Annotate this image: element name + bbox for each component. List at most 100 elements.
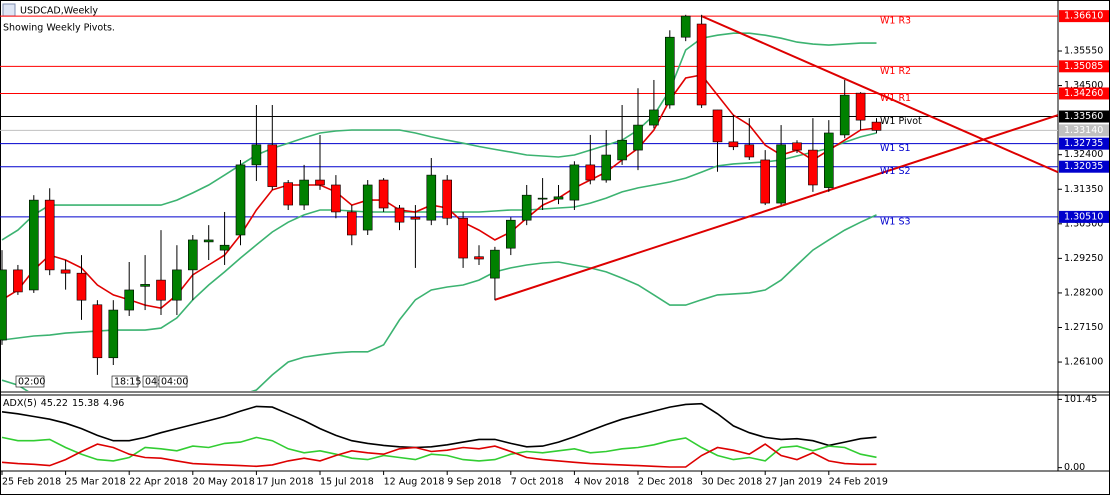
candle-body [712, 109, 723, 143]
pivot-name: W1 R3 [880, 16, 911, 27]
x-tick-label: 22 Apr 2018 [129, 477, 188, 488]
pivot-label: 1.32035 [1064, 161, 1103, 172]
candle-body [140, 284, 150, 287]
candle-body [92, 304, 103, 359]
trend-line [701, 15, 1058, 174]
candle-body [362, 184, 373, 231]
candle-body [744, 144, 755, 158]
time-label-box [158, 375, 188, 388]
pivot-name: W1 S3 [880, 216, 911, 227]
candle-body [664, 36, 675, 106]
candle-body [426, 174, 437, 221]
candle-body [156, 279, 166, 301]
time-label-box [142, 375, 158, 388]
adx-value: ADX(5) [3, 398, 37, 409]
candle-body [871, 121, 882, 131]
adx-value: 45.22 [41, 398, 68, 409]
y-tick-label: 1.30300 [1064, 218, 1103, 229]
y-tick-label: 1.26100 [1064, 357, 1103, 368]
price-label-box [1059, 124, 1109, 137]
x-tick-label: 9 Sep 2018 [447, 477, 501, 488]
candle-body [839, 94, 850, 136]
candle-body [760, 159, 771, 204]
x-tick-label: 25 Mar 2018 [66, 477, 126, 488]
window-icon [2, 3, 16, 17]
candle-body [251, 144, 262, 166]
adx-line [1, 436, 877, 462]
candle-body [442, 179, 453, 219]
candle-body [203, 239, 214, 243]
x-tick-label: 20 May 2018 [193, 477, 255, 488]
time-label-box [111, 375, 139, 388]
overlay: 02:00 18:15 04: 04:00 [15, 375, 188, 388]
trend-line [494, 114, 1058, 301]
candle-body [13, 269, 23, 293]
time-label: 18:15 [114, 377, 141, 388]
y-tick-label: 1.27150 [1064, 322, 1103, 333]
candle-body [299, 179, 309, 206]
pivot-label: 1.34260 [1064, 88, 1103, 99]
candle-body [776, 144, 786, 204]
candle-body [585, 164, 596, 181]
candle-body [331, 184, 341, 213]
adx-line [1, 443, 877, 468]
candle-body [808, 149, 818, 186]
x-tick-label: 15 Jul 2018 [320, 477, 374, 488]
adx-value: 15.38 [72, 398, 99, 409]
candle-body [346, 211, 357, 236]
candle-body [394, 207, 405, 223]
candle-body [680, 15, 691, 38]
pivot-label-box [1059, 210, 1109, 223]
candle-body [219, 244, 230, 251]
candle-body [458, 217, 468, 259]
adx-y-tick-label: 0.00 [1064, 462, 1085, 473]
candle-body [792, 142, 802, 151]
candle-body [490, 249, 500, 279]
time-label: 02:00 [18, 377, 45, 388]
time-label: 04: [145, 377, 160, 388]
candle-body [0, 269, 7, 341]
pivot-label-box [1059, 137, 1109, 150]
indicator-line [1, 32, 877, 241]
pivot-label: 1.35085 [1064, 61, 1103, 72]
candle-body [728, 141, 739, 148]
candle-body [696, 23, 707, 106]
indicator-line [1, 74, 877, 309]
candle-body [108, 309, 119, 359]
candle-body [823, 132, 834, 188]
y-tick-label: 1.28200 [1064, 287, 1103, 298]
pivot-name: W1 Pivot [880, 116, 922, 127]
pivot-label: 1.32735 [1064, 138, 1103, 149]
pivot-name: W1 S1 [880, 143, 911, 154]
price-label: 1.33140 [1064, 125, 1103, 136]
pivot-name: W1 R2 [880, 66, 911, 77]
x-tick-label: 17 Jun 2018 [256, 477, 313, 488]
main-window [0, 14, 1058, 391]
time-label: 04:00 [161, 377, 188, 388]
time-label-box [15, 375, 45, 388]
candle-body [235, 164, 246, 236]
candle-body [553, 196, 564, 200]
x-tick-label: 24 Feb 2019 [829, 477, 888, 488]
adx-line [1, 402, 877, 449]
candle-body [267, 144, 278, 187]
candle-body [474, 256, 484, 260]
x-tick-label: 4 Nov 2018 [574, 477, 629, 488]
chart-subtitle: Showing Weekly Pivots. [3, 23, 115, 34]
y-tick-label: 1.31350 [1064, 184, 1103, 195]
candle-body [521, 194, 532, 221]
pivot-label-box [1059, 110, 1109, 123]
candle-body [44, 199, 55, 271]
candle-body [649, 109, 659, 126]
candle-body [28, 199, 39, 291]
x-tick-label: 27 Jan 2019 [765, 477, 822, 488]
candle-body [76, 272, 87, 301]
y-tick-label: 1.29250 [1064, 253, 1103, 264]
adx-value: 4.96 [103, 398, 124, 409]
y-tick-label: 1.32400 [1064, 149, 1103, 160]
candle-body [188, 239, 198, 271]
candle-body [410, 216, 421, 220]
